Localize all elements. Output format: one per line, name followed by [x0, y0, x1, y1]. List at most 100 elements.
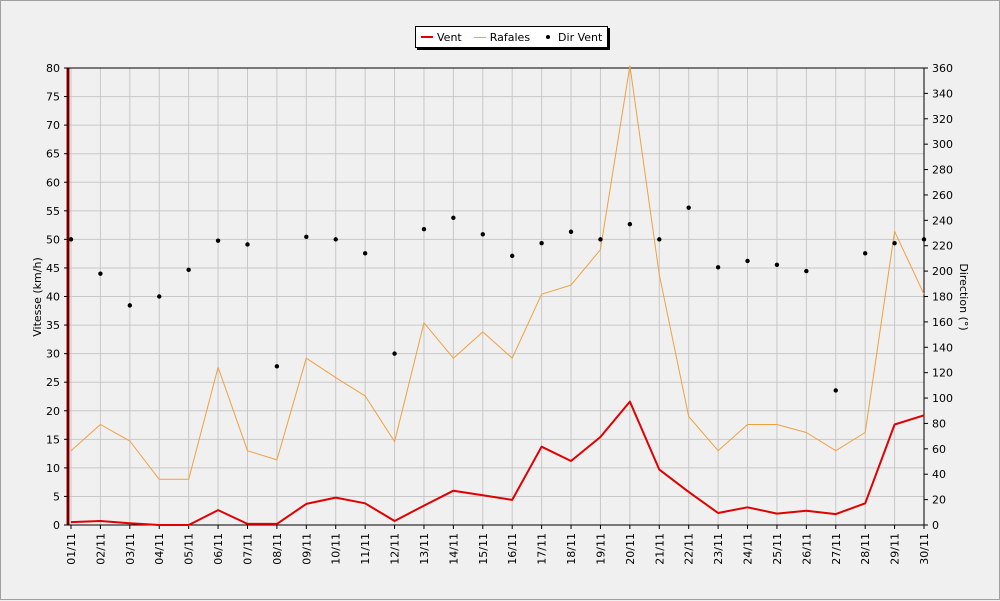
- y-left-tick-label: 65: [46, 148, 60, 161]
- x-tick-label: 15/11: [477, 533, 490, 565]
- x-tick-label: 02/11: [94, 533, 107, 565]
- series-point-dir-vent: [421, 227, 427, 232]
- y-right-tick-label: 180: [932, 291, 953, 304]
- series-point-dir-vent: [304, 234, 309, 240]
- legend-label-dir-vent: Dir Vent: [558, 30, 603, 44]
- legend-label-rafales: Rafales: [489, 30, 531, 44]
- x-axis-ticks: 01/11 02/11 03/11 04/11 05/11 06/11 07/11 08/11…: [65, 525, 931, 565]
- y-right-tick-label: 280: [932, 164, 953, 177]
- series-point-dir-vent: [921, 237, 927, 242]
- series-point-dir-vent: [68, 237, 74, 242]
- x-tick-label: 03/11: [124, 533, 137, 565]
- x-tick-label: 29/11: [889, 533, 902, 565]
- x-tick-label: 30/11: [918, 533, 931, 565]
- y-right-tick-label: 80: [932, 417, 946, 430]
- right-axis-ticks: 0 20 40 60 80 100 120 140 160 180 200 220 240 260 280 3…: [924, 62, 953, 532]
- x-tick-label: 21/11: [653, 533, 666, 565]
- series-point-dir-vent: [274, 364, 280, 369]
- x-tick-label: 07/11: [241, 533, 254, 565]
- y-right-tick-label: 340: [932, 87, 953, 100]
- series-point-dir-vent: [333, 237, 338, 242]
- legend-label-vent: Vent: [437, 30, 462, 44]
- x-tick-label: 08/11: [271, 533, 284, 565]
- x-tick-label: 24/11: [742, 533, 755, 565]
- series-point-dir-vent: [215, 238, 221, 243]
- y-right-axis-label: Direction (°): [957, 263, 970, 330]
- series-point-dir-vent: [774, 262, 780, 267]
- x-tick-label: 26/11: [800, 533, 813, 565]
- y-left-axis-label: Vitesse (km/h): [31, 257, 44, 337]
- y-right-tick-label: 160: [932, 316, 953, 329]
- x-tick-label: 25/11: [771, 533, 784, 565]
- y-right-tick-label: 0: [932, 519, 939, 532]
- y-left-tick-label: 50: [46, 233, 60, 246]
- y-left-tick-label: 70: [46, 119, 60, 132]
- legend-item-vent: Vent: [421, 31, 462, 44]
- x-tick-label: 28/11: [859, 533, 872, 565]
- x-tick-label: 10/11: [330, 533, 343, 565]
- y-left-tick-label: 25: [46, 376, 60, 389]
- x-tick-label: 17/11: [536, 533, 549, 565]
- y-left-tick-label: 40: [46, 291, 60, 304]
- y-right-tick-label: 20: [932, 494, 946, 507]
- y-left-tick-label: 0: [53, 519, 60, 532]
- x-tick-label: 23/11: [712, 533, 725, 565]
- x-tick-label: 13/11: [418, 533, 431, 565]
- series-point-dir-vent: [480, 232, 485, 237]
- y-right-tick-label: 120: [932, 367, 953, 380]
- x-tick-label: 04/11: [153, 533, 166, 565]
- y-right-tick-label: 320: [932, 113, 953, 126]
- series-point-dir-vent: [127, 303, 133, 308]
- series-point-dir-vent: [157, 294, 162, 299]
- series-point-dir-vent: [657, 237, 662, 242]
- series-point-dir-vent: [892, 240, 897, 246]
- y-right-tick-label: 140: [932, 341, 953, 354]
- series-point-dir-vent: [598, 237, 603, 242]
- series-point-dir-vent: [715, 265, 721, 270]
- legend-item-rafales: Rafales: [473, 30, 531, 44]
- y-right-tick-label: 40: [932, 468, 946, 481]
- series-point-dir-vent: [510, 253, 515, 259]
- series-point-dir-vent: [745, 258, 750, 264]
- y-left-tick-label: 30: [46, 348, 60, 361]
- series-point-dir-vent: [98, 271, 103, 276]
- x-tick-label: 12/11: [389, 533, 402, 565]
- x-tick-label: 19/11: [594, 533, 607, 565]
- y-left-tick-label: 45: [46, 262, 60, 275]
- y-left-tick-label: 10: [46, 462, 60, 475]
- series-point-dir-vent: [245, 242, 250, 247]
- x-tick-label: 14/11: [447, 533, 460, 565]
- y-left-tick-label: 35: [46, 319, 60, 332]
- y-right-tick-label: 100: [932, 392, 953, 405]
- y-left-tick-label: 80: [46, 62, 60, 75]
- series-point-dir-vent: [568, 229, 574, 234]
- series-point-dir-vent: [539, 240, 544, 246]
- y-right-tick-label: 240: [932, 214, 953, 227]
- legend-line-rafales-icon: [473, 36, 486, 38]
- series-point-dir-vent: [186, 267, 191, 273]
- x-tick-label: 18/11: [565, 533, 578, 565]
- y-left-tick-label: 15: [46, 433, 60, 446]
- series-point-dir-vent: [833, 388, 838, 393]
- left-axis-ticks: 0 5 10 15 20 25 30 35 40 45 50 55 60 65 70 75 80: [46, 62, 68, 532]
- series-layer: [68, 65, 927, 526]
- y-right-tick-label: 60: [932, 443, 946, 456]
- x-tick-label: 27/11: [830, 533, 843, 565]
- x-tick-label: 16/11: [506, 533, 519, 565]
- series-line-vent: [70, 400, 925, 526]
- legend-dot-dir-vent-icon: [546, 35, 551, 39]
- y-left-tick-label: 60: [46, 176, 60, 189]
- series-point-dir-vent: [804, 268, 809, 274]
- legend-item-dir-vent: Dir Vent: [542, 31, 602, 44]
- series-point-dir-vent: [627, 221, 633, 227]
- y-right-tick-label: 200: [932, 265, 953, 278]
- y-right-tick-label: 300: [932, 138, 953, 151]
- x-tick-label: 22/11: [683, 533, 696, 565]
- y-left-tick-label: 75: [46, 91, 60, 104]
- y-left-tick-label: 5: [53, 490, 60, 503]
- x-tick-label: 09/11: [300, 533, 313, 565]
- series-line-rafales: [70, 65, 925, 480]
- legend: Vent Rafales Dir Vent: [415, 26, 609, 48]
- y-right-tick-label: 220: [932, 240, 953, 253]
